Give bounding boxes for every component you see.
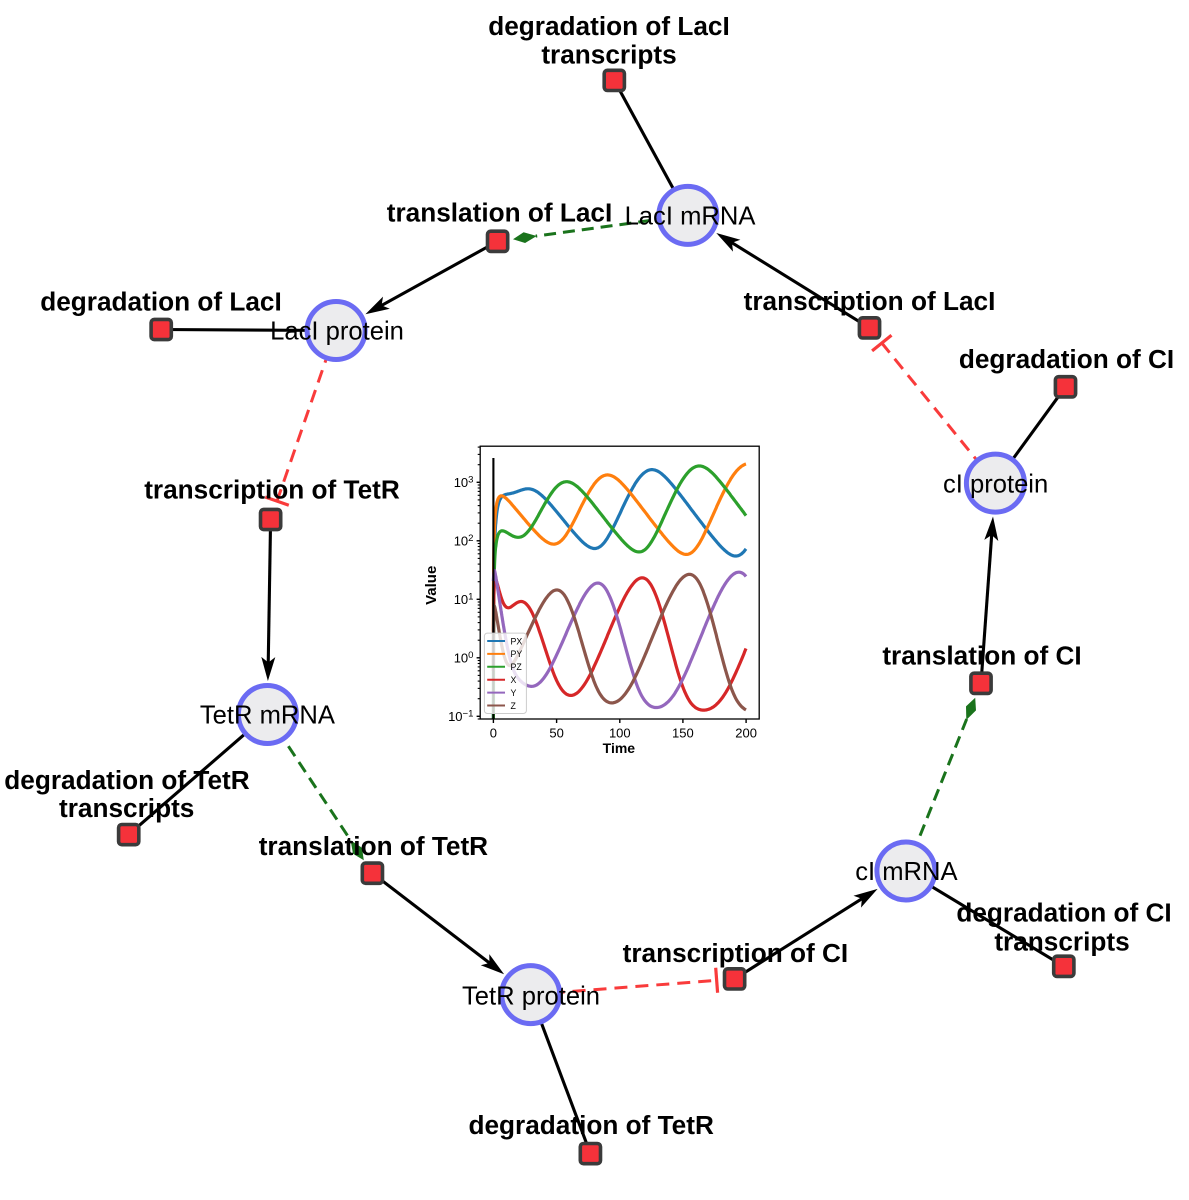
svg-text:degradation of CI: degradation of CI bbox=[959, 344, 1174, 374]
svg-text:100: 100 bbox=[609, 726, 631, 741]
svg-text:degradation of CI: degradation of CI bbox=[956, 897, 1171, 927]
svg-text:translation of CI: translation of CI bbox=[882, 641, 1081, 671]
svg-text:Y: Y bbox=[511, 688, 517, 698]
svg-text:degradation of LacI: degradation of LacI bbox=[40, 287, 282, 317]
svg-text:Time: Time bbox=[603, 740, 636, 756]
svg-text:Value: Value bbox=[423, 566, 440, 605]
svg-text:transcripts: transcripts bbox=[59, 793, 194, 823]
svg-text:transcripts: transcripts bbox=[541, 40, 676, 70]
svg-text:Z: Z bbox=[511, 701, 517, 711]
svg-text:150: 150 bbox=[672, 726, 694, 741]
svg-text:X: X bbox=[511, 675, 517, 685]
svg-text:degradation of LacI: degradation of LacI bbox=[488, 11, 730, 41]
svg-text:PX: PX bbox=[511, 636, 523, 646]
svg-text:translation of LacI: translation of LacI bbox=[387, 198, 613, 228]
svg-text:translation of TetR: translation of TetR bbox=[259, 831, 488, 861]
svg-text:cI mRNA: cI mRNA bbox=[855, 858, 958, 886]
svg-text:TetR mRNA: TetR mRNA bbox=[200, 702, 336, 730]
svg-text:TetR protein: TetR protein bbox=[462, 983, 600, 1011]
svg-text:degradation of TetR: degradation of TetR bbox=[4, 765, 249, 795]
svg-text:transcription of CI: transcription of CI bbox=[623, 938, 849, 968]
svg-text:0: 0 bbox=[490, 726, 497, 741]
svg-text:transcription of LacI: transcription of LacI bbox=[744, 286, 996, 316]
svg-text:50: 50 bbox=[549, 726, 563, 741]
svg-text:cI protein: cI protein bbox=[943, 470, 1048, 498]
svg-text:PZ: PZ bbox=[511, 662, 523, 672]
svg-text:200: 200 bbox=[735, 726, 757, 741]
svg-text:degradation of TetR: degradation of TetR bbox=[469, 1110, 714, 1140]
svg-text:transcripts: transcripts bbox=[994, 927, 1129, 957]
svg-text:PY: PY bbox=[511, 649, 523, 659]
svg-text:LacI mRNA: LacI mRNA bbox=[625, 203, 757, 231]
svg-text:LacI protein: LacI protein bbox=[270, 318, 404, 346]
svg-text:transcription of TetR: transcription of TetR bbox=[144, 475, 400, 505]
